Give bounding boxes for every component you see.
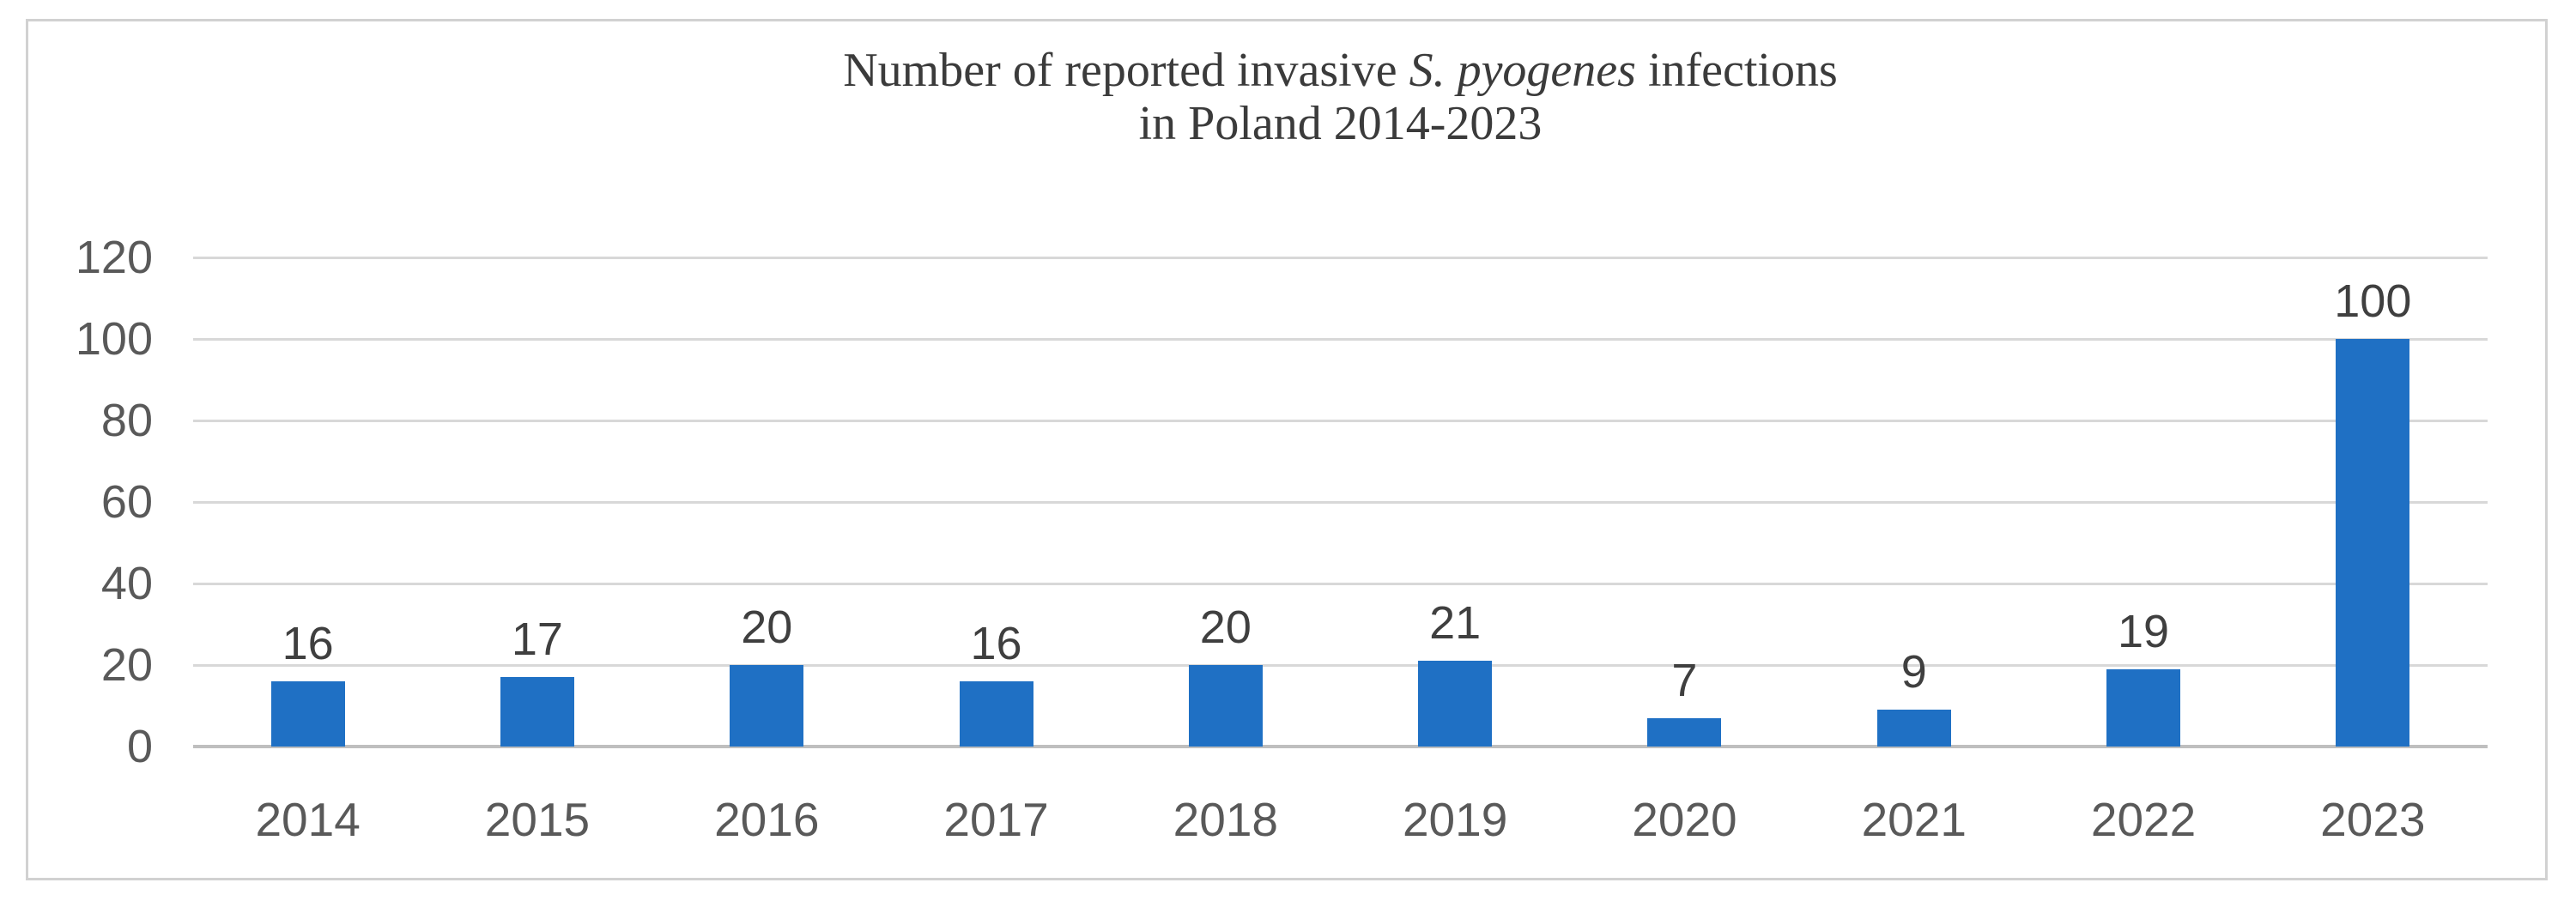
bar-value-label-2022: 19 (2117, 605, 2170, 657)
bar-value-label-2020: 7 (1671, 654, 1698, 706)
bar-value-label-2023: 100 (2334, 275, 2412, 327)
chart-frame: Number of reported invasive S. pyogenes … (26, 19, 2548, 880)
x-axis-tick-label-2017: 2017 (943, 793, 1049, 846)
gridline-60 (193, 500, 2488, 504)
y-axis-tick-label-80: 80 (100, 395, 153, 446)
bar-value-label-2017: 16 (970, 618, 1022, 669)
bar-2015 (500, 677, 574, 747)
chart-title-line1: Number of reported invasive S. pyogenes … (193, 44, 2488, 97)
gridline-80 (193, 419, 2488, 422)
bar-2019 (1418, 661, 1493, 747)
bar-column-2014: 16 (193, 257, 422, 747)
chart-title-species-italic: S. pyogenes (1409, 44, 1636, 97)
y-axis-tick-label-120: 120 (75, 232, 153, 283)
plot-area: 16 17 20 16 20 21 7 9 19 100 (193, 256, 2488, 748)
bar-2021 (1876, 710, 1951, 747)
bar-column-2020: 7 (1570, 257, 1799, 747)
bar-column-2022: 19 (2028, 257, 2258, 747)
bar-column-2017: 16 (882, 257, 1111, 747)
bar-2014 (270, 681, 345, 747)
x-axis-tick-label-2023: 2023 (2320, 793, 2426, 846)
bar-column-2023: 100 (2258, 257, 2488, 747)
bar-column-2019: 21 (1341, 257, 1570, 747)
bar-value-label-2018: 20 (1199, 602, 1252, 653)
chart-title: Number of reported invasive S. pyogenes … (193, 44, 2488, 150)
bar-2020 (1647, 717, 1722, 747)
x-axis-tick-label-2016: 2016 (714, 793, 820, 846)
gridline-100 (193, 337, 2488, 341)
bar-2017 (959, 681, 1033, 747)
gridline-40 (193, 582, 2488, 585)
bar-value-label-2016: 20 (741, 602, 793, 653)
y-axis-tick-label-40: 40 (100, 558, 153, 609)
y-axis-tick-label-20: 20 (100, 639, 153, 691)
bar-column-2015: 17 (422, 257, 652, 747)
bar-value-label-2019: 21 (1429, 597, 1482, 650)
bar-column-2016: 20 (652, 257, 882, 747)
bar-2018 (1188, 665, 1263, 747)
x-axis-tick-label-2014: 2014 (255, 793, 361, 846)
y-axis-tick-label-0: 0 (126, 721, 153, 772)
bar-value-label-2021: 9 (1900, 646, 1927, 698)
y-axis-tick-label-100: 100 (75, 313, 153, 365)
bar-2022 (2106, 668, 2181, 747)
bar-value-label-2015: 17 (511, 614, 563, 666)
chart-title-line2: in Poland 2014-2023 (1138, 97, 1543, 150)
x-axis-tick-label-2019: 2019 (1402, 793, 1508, 846)
bar-column-2021: 9 (1799, 257, 2028, 747)
gridline-20 (193, 663, 2488, 667)
bar-column-2018: 20 (1111, 257, 1340, 747)
y-axis: 0 20 40 60 80 100 120 (28, 232, 153, 772)
x-axis: 2014 2015 2016 2017 2018 2019 2020 2021 2022 2023 (193, 792, 2488, 854)
x-axis-tick-label-2015: 2015 (484, 793, 591, 846)
x-axis-tick-label-2021: 2021 (1861, 793, 1967, 846)
x-axis-tick-label-2020: 2020 (1632, 793, 1737, 846)
bar-2016 (730, 665, 804, 747)
chart-title-text: Number of reported invasive (843, 44, 1409, 97)
x-axis-tick-label-2018: 2018 (1173, 793, 1279, 846)
x-axis-tick-label-2022: 2022 (2090, 793, 2197, 846)
x-axis-line (193, 745, 2488, 748)
y-axis-tick-label-60: 60 (100, 476, 153, 528)
bar-2023 (2336, 339, 2410, 747)
bar-value-label-2014: 16 (282, 618, 334, 669)
gridline-120 (193, 256, 2488, 259)
chart-title-text-suffix: infections (1635, 44, 1838, 97)
